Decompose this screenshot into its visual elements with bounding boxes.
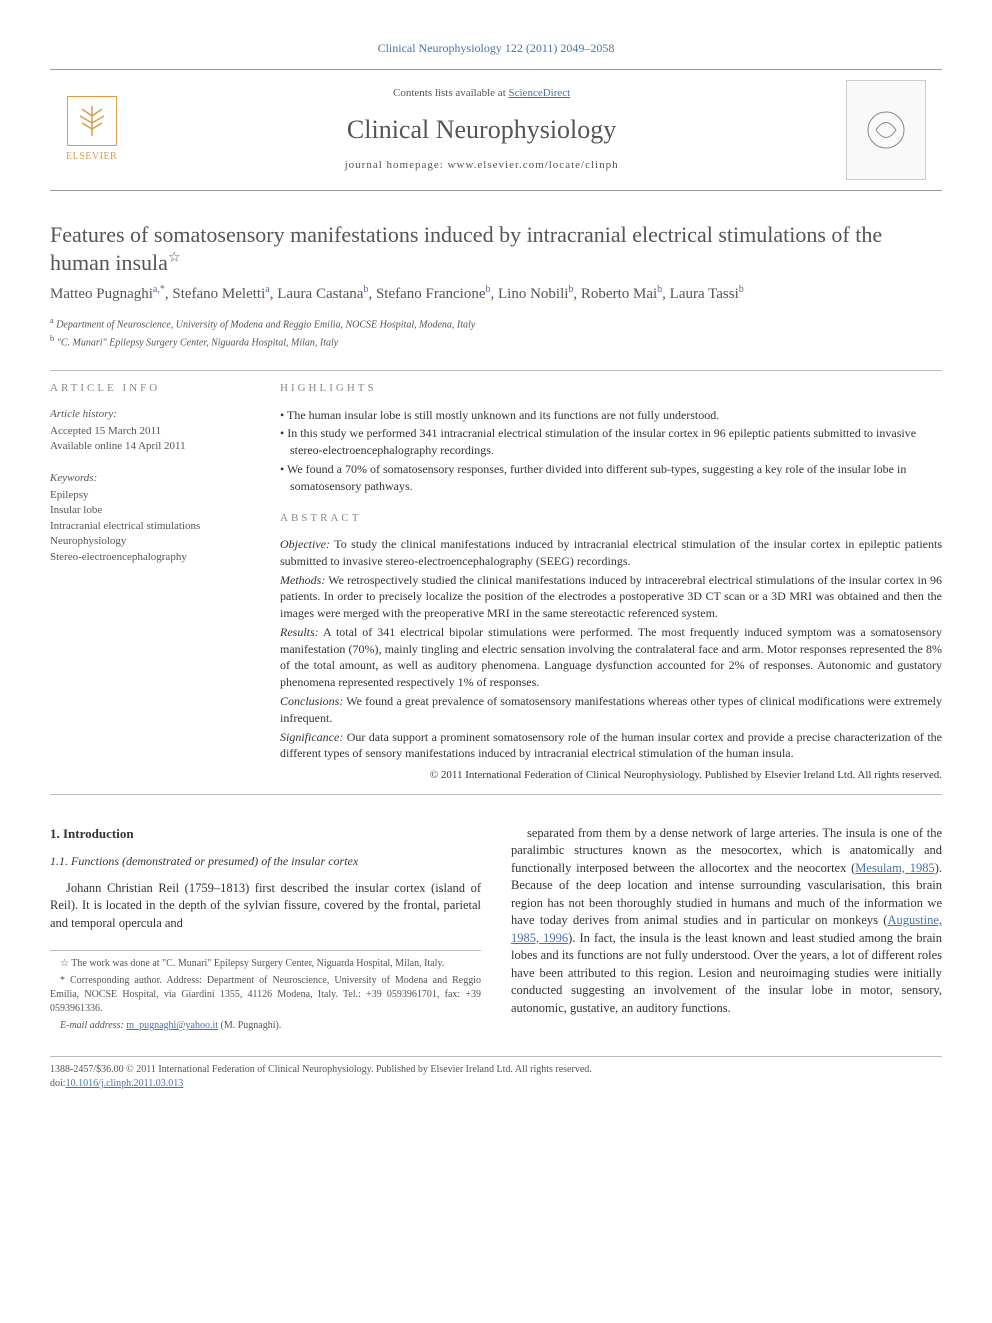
title-text: Features of somatosensory manifestations… bbox=[50, 222, 882, 276]
doi-label: doi: bbox=[50, 1078, 66, 1089]
journal-name: Clinical Neurophysiology bbox=[117, 112, 846, 148]
affiliation: a Department of Neuroscience, University… bbox=[50, 315, 942, 332]
footnote-corresponding: * Corresponding author. Address: Departm… bbox=[50, 974, 481, 1016]
page-footer: 1388-2457/$36.00 © 2011 International Fe… bbox=[50, 1056, 942, 1091]
footnotes: ☆ The work was done at "C. Munari" Epile… bbox=[50, 950, 481, 1033]
abstract-runin-label: Significance: bbox=[280, 730, 343, 744]
abstract-paragraph: Significance: Our data support a promine… bbox=[280, 729, 942, 763]
highlights-abstract-column: HIGHLIGHTS The human insular lobe is sti… bbox=[280, 381, 942, 784]
abstract-paragraph: Methods: We retrospectively studied the … bbox=[280, 572, 942, 622]
keyword: Intracranial electrical stimulations bbox=[50, 519, 250, 534]
keywords-label: Keywords: bbox=[50, 471, 250, 486]
history-online: Available online 14 April 2011 bbox=[50, 439, 250, 454]
abstract-runin-label: Results: bbox=[280, 625, 319, 639]
highlight-item: The human insular lobe is still mostly u… bbox=[280, 407, 942, 424]
article-history: Article history: Accepted 15 March 2011 … bbox=[50, 407, 250, 455]
abstract-paragraph: Objective: To study the clinical manifes… bbox=[280, 536, 942, 570]
body-column-right: separated from them by a dense network o… bbox=[511, 825, 942, 1036]
keyword: Neurophysiology bbox=[50, 534, 250, 549]
abstract-copyright: © 2011 International Federation of Clini… bbox=[280, 768, 942, 783]
abstract-heading: ABSTRACT bbox=[280, 511, 942, 526]
history-label: Article history: bbox=[50, 407, 250, 422]
abstract-body: Objective: To study the clinical manifes… bbox=[280, 536, 942, 762]
affiliations: a Department of Neuroscience, University… bbox=[50, 315, 942, 350]
divider bbox=[50, 794, 942, 795]
contents-label: Contents lists available at bbox=[393, 87, 508, 99]
info-abstract-row: ARTICLE INFO Article history: Accepted 1… bbox=[50, 381, 942, 784]
body-paragraph: Johann Christian Reil (1759–1813) first … bbox=[50, 880, 481, 933]
abstract-runin-label: Objective: bbox=[280, 537, 330, 551]
affiliation: b "C. Munari" Epilepsy Surgery Center, N… bbox=[50, 333, 942, 350]
journal-cover-thumbnail bbox=[846, 80, 926, 180]
abstract-runin-label: Methods: bbox=[280, 573, 325, 587]
keyword: Epilepsy bbox=[50, 488, 250, 503]
section-1-heading: 1. Introduction bbox=[50, 825, 481, 843]
abstract-text: Our data support a prominent somatosenso… bbox=[280, 730, 942, 761]
highlights-heading: HIGHLIGHTS bbox=[280, 381, 942, 396]
homepage-label: journal homepage: bbox=[345, 159, 448, 171]
keywords-block: Keywords: EpilepsyInsular lobeIntracrani… bbox=[50, 471, 250, 565]
highlight-item: We found a 70% of somatosensory response… bbox=[280, 461, 942, 495]
divider bbox=[50, 370, 942, 371]
body-columns: 1. Introduction 1.1. Functions (demonstr… bbox=[50, 825, 942, 1036]
title-footnote-star: ☆ bbox=[168, 251, 181, 266]
journal-reference: Clinical Neurophysiology 122 (2011) 2049… bbox=[50, 40, 942, 57]
homepage-url: www.elsevier.com/locate/clinph bbox=[448, 159, 619, 171]
body-paragraph: separated from them by a dense network o… bbox=[511, 825, 942, 1018]
history-accepted: Accepted 15 March 2011 bbox=[50, 424, 250, 439]
email-link[interactable]: m_pugnaghi@yahoo.it bbox=[126, 1020, 218, 1031]
citation-link[interactable]: Mesulam, 1985 bbox=[855, 861, 934, 875]
footer-doi: doi:10.1016/j.clinph.2011.03.013 bbox=[50, 1077, 942, 1091]
email-label: E-mail address: bbox=[60, 1020, 126, 1031]
keyword: Insular lobe bbox=[50, 503, 250, 518]
abstract-text: To study the clinical manifestations ind… bbox=[280, 537, 942, 568]
keyword: Stereo-electroencephalography bbox=[50, 550, 250, 565]
abstract-runin-label: Conclusions: bbox=[280, 694, 343, 708]
footnote-star: ☆ The work was done at "C. Munari" Epile… bbox=[50, 957, 481, 971]
article-info-column: ARTICLE INFO Article history: Accepted 1… bbox=[50, 381, 250, 784]
abstract-text: We found a great prevalence of somatosen… bbox=[280, 694, 942, 725]
banner-left: ELSEVIER bbox=[66, 96, 117, 164]
doi-link[interactable]: 10.1016/j.clinph.2011.03.013 bbox=[66, 1078, 184, 1089]
journal-banner: ELSEVIER Contents lists available at Sci… bbox=[50, 69, 942, 191]
abstract-text: A total of 341 electrical bipolar stimul… bbox=[280, 625, 942, 689]
author-list: Matteo Pugnaghia,*, Stefano Melettia, La… bbox=[50, 282, 942, 306]
email-author-name: (M. Pugnaghi). bbox=[218, 1020, 281, 1031]
contents-available: Contents lists available at ScienceDirec… bbox=[117, 86, 846, 101]
footnote-email: E-mail address: m_pugnaghi@yahoo.it (M. … bbox=[50, 1019, 481, 1033]
abstract-text: We retrospectively studied the clinical … bbox=[280, 573, 942, 621]
article-info-heading: ARTICLE INFO bbox=[50, 381, 250, 396]
elsevier-tree-icon bbox=[67, 96, 117, 146]
elsevier-logo: ELSEVIER bbox=[66, 96, 117, 164]
section-1-1-heading: 1.1. Functions (demonstrated or presumed… bbox=[50, 853, 481, 870]
footer-copyright: 1388-2457/$36.00 © 2011 International Fe… bbox=[50, 1063, 942, 1077]
body-text: ). In fact, the insula is the least know… bbox=[511, 931, 942, 1015]
abstract-paragraph: Results: A total of 341 electrical bipol… bbox=[280, 624, 942, 691]
journal-homepage: journal homepage: www.elsevier.com/locat… bbox=[117, 158, 846, 173]
abstract-paragraph: Conclusions: We found a great prevalence… bbox=[280, 693, 942, 727]
body-column-left: 1. Introduction 1.1. Functions (demonstr… bbox=[50, 825, 481, 1036]
article-title: Features of somatosensory manifestations… bbox=[50, 221, 942, 278]
sciencedirect-link[interactable]: ScienceDirect bbox=[509, 87, 571, 99]
highlights-list: The human insular lobe is still mostly u… bbox=[280, 407, 942, 495]
highlight-item: In this study we performed 341 intracran… bbox=[280, 425, 942, 459]
elsevier-text: ELSEVIER bbox=[66, 150, 117, 164]
banner-center: Contents lists available at ScienceDirec… bbox=[117, 86, 846, 173]
